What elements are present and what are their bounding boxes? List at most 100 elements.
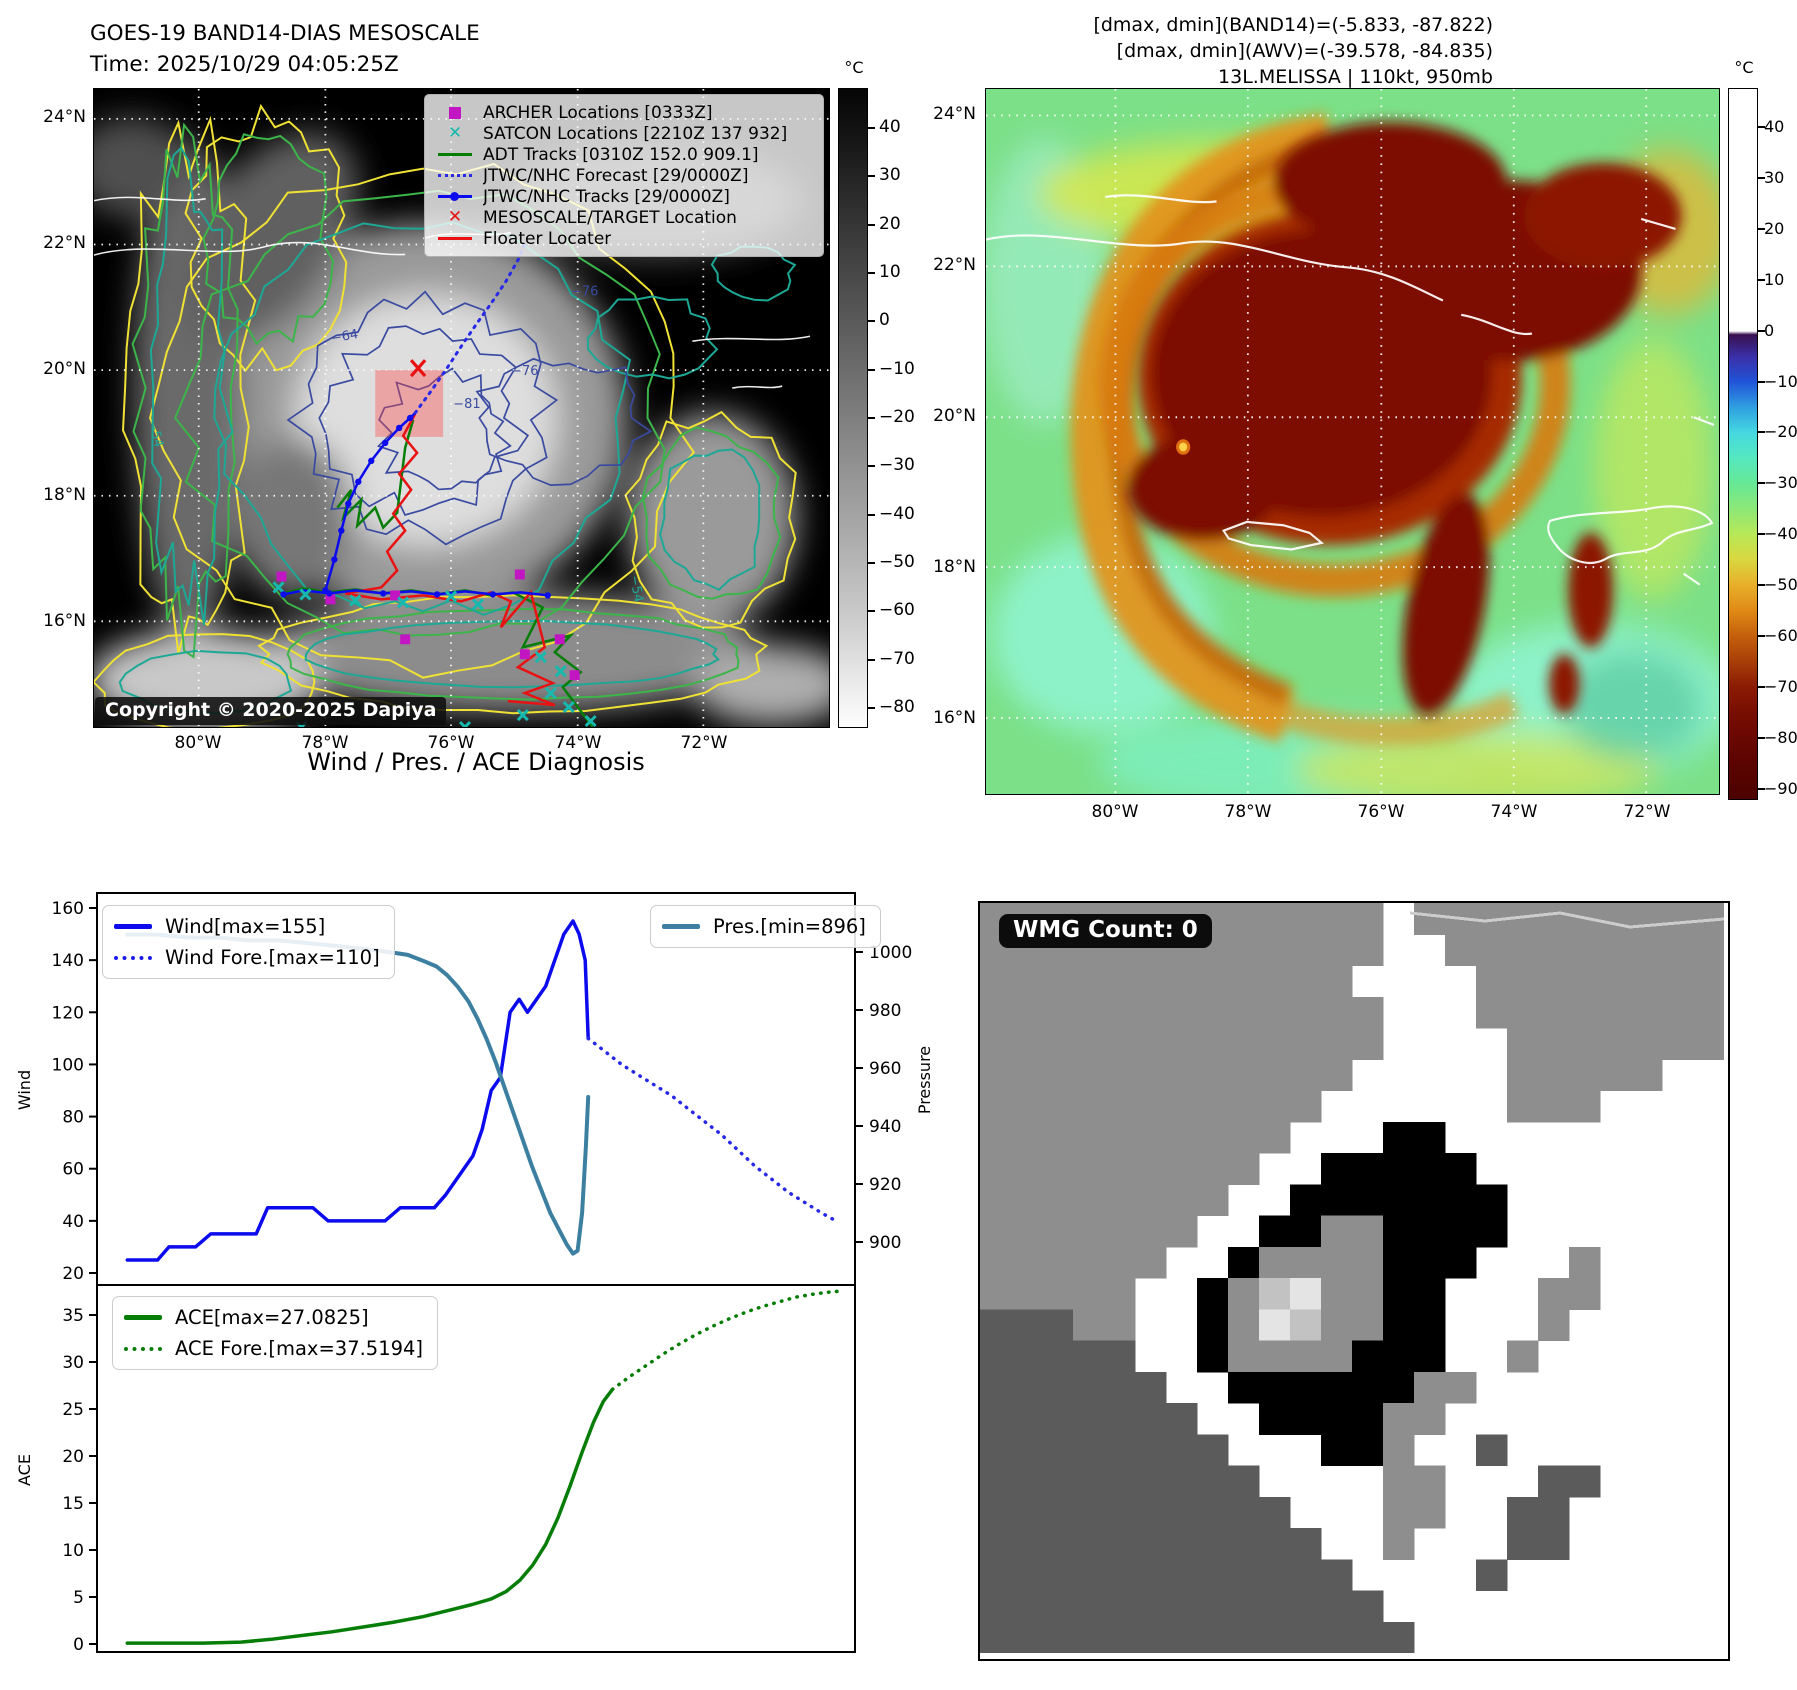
wmg-cell — [1290, 1621, 1322, 1653]
wmg-cell — [1383, 1434, 1415, 1466]
wmg-cell — [980, 1371, 1012, 1404]
wmg-cell — [1538, 1059, 1570, 1091]
wmg-cell — [1631, 1059, 1663, 1091]
wmg-cell — [1600, 996, 1632, 1029]
legend-item-adt: ADT Tracks [0310Z 152.0 909.1] — [427, 144, 817, 165]
wmg-cell — [1042, 1403, 1074, 1435]
wmg-cell — [1011, 1215, 1043, 1248]
series-wind — [125, 919, 590, 1262]
jtwc-track-point — [368, 457, 375, 465]
legend-label: Pres.[min=896] — [713, 915, 866, 938]
wmg-cell — [1135, 1090, 1167, 1123]
band14-colorbar-tick: 20 — [879, 213, 901, 234]
awv-colorbar-tickmark — [1758, 329, 1765, 332]
band14-colorbar-tick: 40 — [879, 117, 901, 137]
wmg-cell — [1104, 965, 1136, 998]
wmg-cell — [1197, 1309, 1229, 1341]
wmg-cell — [980, 1528, 1012, 1560]
contour-line — [257, 594, 769, 715]
series-ace — [125, 1387, 615, 1645]
wmg-cell — [1507, 1028, 1539, 1060]
wmg-cell — [1011, 1184, 1043, 1216]
wmg-cell — [1507, 1528, 1539, 1560]
wmg-cell — [1104, 1496, 1136, 1529]
band14-lat-tick: 22°N — [43, 233, 86, 253]
wmg-cell — [1414, 1246, 1446, 1279]
wmg-cell — [1073, 1028, 1105, 1060]
wmg-cell — [980, 1434, 1012, 1466]
wmg-cell — [1383, 1246, 1415, 1279]
floater-line-icon — [427, 237, 483, 240]
wmg-cell — [1197, 1590, 1229, 1623]
wmg-cell — [1073, 1621, 1105, 1653]
wmg-cell — [1569, 1278, 1601, 1310]
wmg-cell — [1383, 1278, 1415, 1310]
jtwc-track-point — [345, 500, 352, 507]
wmg-cell — [1228, 1028, 1260, 1060]
awv-lat-tick: 20°N — [933, 406, 976, 426]
wmg-cell — [1135, 1403, 1167, 1435]
wmg-cell — [1538, 903, 1570, 935]
wind-tick: 160 — [52, 899, 84, 919]
wmg-cell — [1104, 1403, 1136, 1435]
legend-item-jtwc: JTWC/NHC Tracks [29/0000Z] — [427, 186, 817, 207]
wmg-cell — [1414, 1121, 1446, 1154]
wmg-cell — [1507, 1059, 1539, 1091]
wmg-cell — [1011, 1528, 1043, 1560]
wmg-cell — [1538, 1309, 1570, 1341]
wmg-cell — [1197, 1528, 1229, 1560]
dmax-dmin-awv: [dmax, dmin](AWV)=(-39.578, -84.835) — [1116, 40, 1493, 63]
wmg-cell — [1445, 1371, 1477, 1404]
satcon-marker — [584, 714, 597, 727]
satcon-marker — [562, 701, 575, 714]
wind-tick: 60 — [62, 1160, 84, 1180]
target-x-icon: ✕ — [447, 207, 463, 227]
wmg-cell — [1104, 1371, 1136, 1404]
wmg-cell — [1259, 1340, 1291, 1373]
wmg-cell — [1445, 1215, 1477, 1248]
wmg-cell — [1352, 1215, 1384, 1248]
wmg-cell — [1600, 1059, 1632, 1091]
wmg-cell — [1538, 965, 1570, 998]
wmg-cell — [1321, 1371, 1353, 1404]
wmg-cell — [1197, 1465, 1229, 1498]
wmg-cell — [1042, 1496, 1074, 1529]
wmg-cell — [1104, 1246, 1136, 1279]
wmg-cell — [1011, 1278, 1043, 1310]
wmg-cell — [1476, 996, 1508, 1029]
wmg-cell — [1662, 903, 1694, 935]
wmg-cell — [1197, 1621, 1229, 1653]
band14-colorbar-tick: 10 — [879, 261, 901, 282]
band14-lat-tick: 18°N — [43, 485, 86, 505]
wmg-cell — [1414, 1278, 1446, 1310]
satcon-marker — [299, 588, 312, 601]
band14-lat-tick: 20°N — [43, 359, 86, 379]
wmg-cell — [1321, 903, 1353, 935]
wmg-cell — [1569, 1028, 1601, 1060]
band14-colorbar-tick: −20 — [879, 406, 915, 427]
satcon-marker — [444, 590, 458, 603]
wmg-cell — [1259, 1215, 1291, 1248]
wmg-cell — [1259, 1528, 1291, 1560]
wmg-cell — [1135, 1496, 1167, 1529]
forecast-dotted-icon — [427, 174, 483, 177]
wmg-cell — [1197, 1059, 1229, 1091]
contour-value-labels: −64 −76 −76 −81 −54 −54 — [144, 284, 645, 603]
awv-colorbar-tick: −90 — [1764, 778, 1797, 798]
wmg-cell — [1011, 965, 1043, 998]
band14-colorbar-tickmark — [868, 561, 875, 564]
wmg-cell — [1228, 1153, 1260, 1185]
wmg-cell — [1352, 934, 1384, 966]
wmg-cell — [1104, 1434, 1136, 1466]
wmg-cell — [1135, 1559, 1167, 1591]
wmg-cell — [1569, 1246, 1601, 1279]
wmg-cell — [1383, 1528, 1415, 1560]
wmg-cell — [1011, 996, 1043, 1029]
wmg-cell — [1011, 1496, 1043, 1529]
wmg-cell — [1104, 996, 1136, 1029]
wmg-cell — [1600, 934, 1632, 966]
awv-colorbar-tick: 0 — [1764, 320, 1775, 340]
wmg-cell — [1166, 1028, 1198, 1060]
wmg-cell — [1414, 1496, 1446, 1529]
